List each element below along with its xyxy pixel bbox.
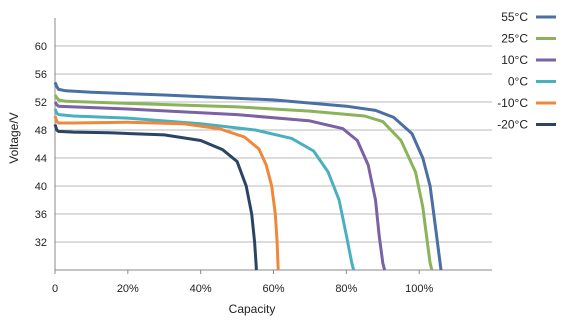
series-line (53, 123, 258, 271)
series-line (53, 101, 387, 271)
x-tick-label: 20% (117, 283, 139, 295)
series-line (53, 81, 443, 271)
x-tick-label: 0 (52, 283, 58, 295)
y-tick-label: 60 (35, 41, 47, 53)
series-lines (53, 81, 443, 271)
x-tick-label: 80% (335, 283, 357, 295)
series-line (53, 115, 280, 271)
series-line (53, 108, 356, 271)
legend: 55°C 25°C 10°C 0°C -10°C -20°C (497, 10, 556, 132)
y-axis-title: Voltage/V (7, 112, 21, 163)
y-tick-label: 40 (35, 181, 47, 193)
x-tick-label: 60% (262, 283, 284, 295)
x-axis-title: Capacity (229, 302, 276, 316)
legend-label: 10°C (501, 53, 528, 67)
legend-label: 25°C (501, 32, 528, 46)
grid (55, 45, 492, 243)
legend-label: 0°C (508, 75, 528, 89)
y-tick-label: 56 (35, 69, 47, 81)
legend-label: -20°C (497, 118, 528, 132)
y-tick-label: 44 (35, 153, 47, 165)
x-tick-label: 40% (190, 283, 212, 295)
tick-labels: 32 36 40 44 48 52 56 60 0 20% 40% 60% 80% 100% (35, 41, 434, 295)
legend-label: -10°C (497, 96, 528, 110)
x-tick-label: 100% (405, 283, 433, 295)
series-line (53, 94, 434, 271)
y-tick-label: 36 (35, 209, 47, 221)
legend-label: 55°C (501, 10, 528, 24)
y-tick-label: 52 (35, 97, 47, 109)
y-tick-label: 48 (35, 125, 47, 137)
y-tick-label: 32 (35, 237, 47, 249)
